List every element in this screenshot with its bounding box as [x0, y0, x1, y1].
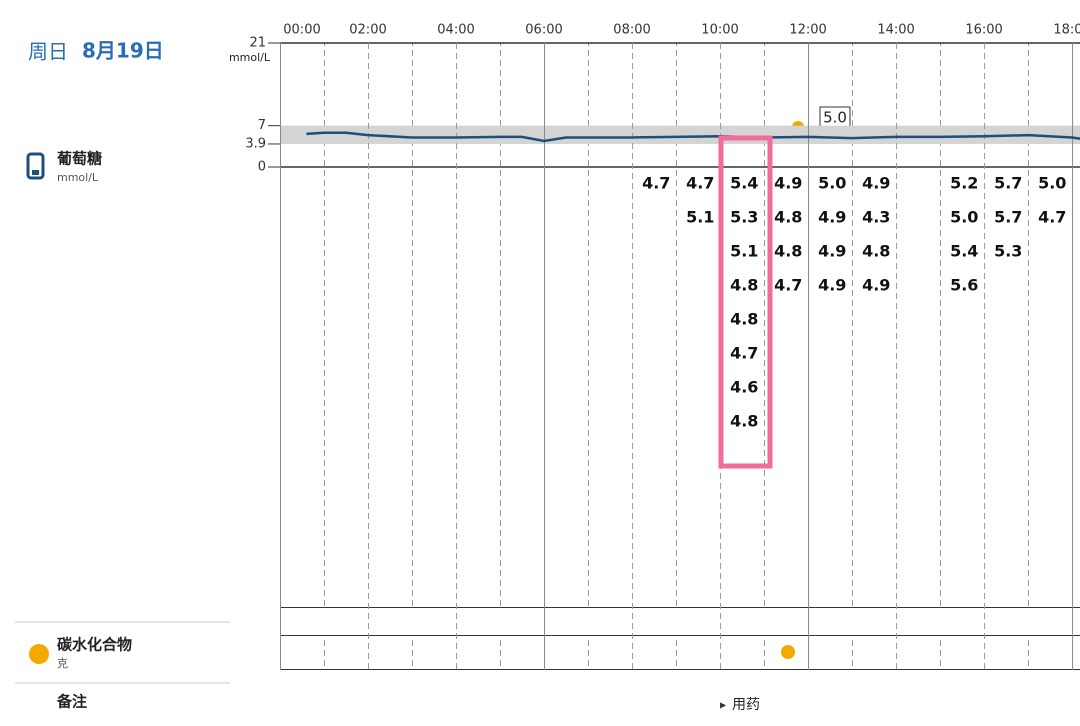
reading: 5.4 — [950, 242, 978, 261]
carbs-icon — [29, 644, 49, 664]
reading: 4.8 — [730, 276, 758, 295]
reading: 4.6 — [730, 378, 758, 397]
carbs-event — [781, 645, 795, 659]
reading: 5.0 — [818, 174, 846, 193]
annotation: 5.0 — [823, 109, 847, 127]
highlight — [718, 135, 773, 469]
date: 8月19日 — [82, 39, 164, 63]
y-unit: mmol/L — [229, 51, 271, 64]
glucose-line — [306, 131, 1080, 143]
x-tick-label: 10:00 — [701, 23, 738, 38]
reading: 5.1 — [686, 208, 714, 227]
y-tick-label: 0 — [258, 160, 266, 175]
reading: 5.4 — [730, 174, 758, 193]
reading: 4.9 — [818, 276, 846, 295]
glucose-label: 葡萄糖 — [56, 150, 102, 168]
day: 周日 — [28, 40, 68, 64]
reading: 4.8 — [774, 208, 802, 227]
glucose-unit: mmol/L — [57, 171, 99, 184]
x-tick-label: 16:00 — [965, 23, 1002, 38]
reading: 4.7 — [1038, 208, 1066, 227]
reading: 5.1 — [730, 242, 758, 261]
x-tick-label: 18:00 — [1053, 23, 1080, 38]
reading: 4.7 — [774, 276, 802, 295]
x-tick-label: 02:00 — [349, 23, 386, 38]
reading: 4.3 — [862, 208, 890, 227]
reading: 4.9 — [818, 242, 846, 261]
reading: 4.7 — [686, 174, 714, 193]
x-tick-label: 08:00 — [613, 23, 650, 38]
y-tick-label: 3.9 — [245, 136, 266, 151]
x-tick-label: 06:00 — [525, 23, 562, 38]
y-tick-label: 7 — [258, 118, 266, 133]
reading: 4.7 — [642, 174, 670, 193]
reading: 5.0 — [950, 208, 978, 227]
reading: 5.6 — [950, 276, 978, 295]
hour-grid — [280, 635, 1080, 670]
medication-label: 用药 — [732, 697, 760, 713]
reading: 5.2 — [950, 174, 978, 193]
glucose-icon-screen — [32, 170, 39, 175]
reading: 4.8 — [774, 242, 802, 261]
x-tick-label: 04:00 — [437, 23, 474, 38]
plot: 0 3.9 7 21 00:00 02:00 04:00 06:00 08:00 10:00 12:… — [245, 23, 1080, 670]
reading: 4.8 — [730, 310, 758, 329]
carbs-unit: 克 — [57, 657, 68, 670]
reading: 4.9 — [818, 208, 846, 227]
glucose-icon — [26, 152, 45, 180]
y-tick-label: 21 — [249, 36, 266, 51]
x-tick-label: 00:00 — [283, 23, 320, 38]
reading: 5.7 — [994, 208, 1022, 227]
x-tick-label: 14:00 — [877, 23, 914, 38]
reading: 5.3 — [994, 242, 1022, 261]
arrow: ▶ — [720, 701, 727, 710]
notes-label: 备注 — [56, 693, 87, 711]
x-tick-label: 12:00 — [789, 23, 826, 38]
reading: 4.9 — [862, 174, 890, 193]
reading: 4.9 — [862, 276, 890, 295]
reading: 5.0 — [1038, 174, 1066, 193]
reading: 5.3 — [730, 208, 758, 227]
carbs-label: 碳水化合物 — [57, 636, 132, 654]
reading: 4.8 — [862, 242, 890, 261]
target-band — [280, 125, 1080, 144]
reading: 4.9 — [774, 174, 802, 193]
reading: 4.7 — [730, 344, 758, 363]
reading: 5.7 — [994, 174, 1022, 193]
reading: 4.8 — [730, 412, 758, 431]
